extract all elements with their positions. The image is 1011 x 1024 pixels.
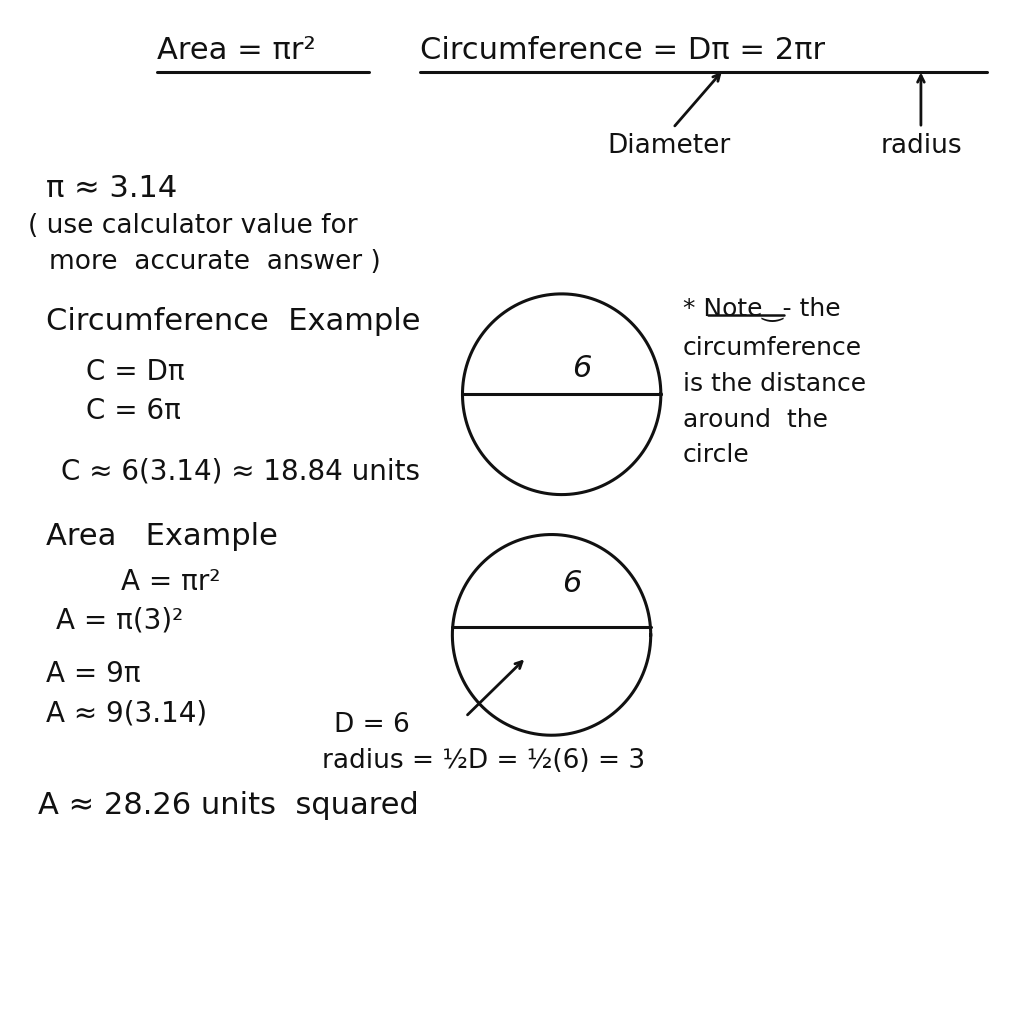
Text: circle: circle bbox=[682, 443, 749, 467]
Text: C ≈ 6(3.14) ≈ 18.84 units: C ≈ 6(3.14) ≈ 18.84 units bbox=[61, 458, 420, 485]
Text: circumference: circumference bbox=[682, 336, 861, 359]
Text: Area = πr²: Area = πr² bbox=[157, 36, 315, 65]
Text: A = π(3)²: A = π(3)² bbox=[56, 606, 183, 634]
Text: radius: radius bbox=[880, 133, 961, 159]
Text: C = Dπ: C = Dπ bbox=[86, 358, 184, 386]
Text: Area   Example: Area Example bbox=[45, 522, 277, 551]
Text: A ≈ 28.26 units  squared: A ≈ 28.26 units squared bbox=[38, 791, 419, 819]
Text: A = πr²: A = πr² bbox=[121, 568, 220, 596]
Text: A ≈ 9(3.14): A ≈ 9(3.14) bbox=[45, 699, 206, 727]
Text: Circumference  Example: Circumference Example bbox=[45, 307, 420, 336]
Text: around  the: around the bbox=[682, 408, 827, 431]
Text: * Note‿- the: * Note‿- the bbox=[682, 297, 840, 322]
Text: D = 6: D = 6 bbox=[334, 712, 409, 737]
Text: radius = ½D = ½(6) = 3: radius = ½D = ½(6) = 3 bbox=[321, 748, 644, 773]
Text: C = 6π: C = 6π bbox=[86, 397, 181, 425]
Text: 6: 6 bbox=[571, 354, 590, 383]
Text: π ≈ 3.14: π ≈ 3.14 bbox=[45, 174, 177, 203]
Text: Circumference = Dπ = 2πr: Circumference = Dπ = 2πr bbox=[420, 36, 824, 65]
Text: is the distance: is the distance bbox=[682, 372, 865, 395]
Text: ( use calculator value for: ( use calculator value for bbox=[28, 213, 358, 239]
Text: 6: 6 bbox=[561, 569, 580, 598]
Text: more  accurate  answer ): more accurate answer ) bbox=[49, 249, 380, 274]
Text: A = 9π: A = 9π bbox=[45, 660, 141, 688]
Text: Diameter: Diameter bbox=[607, 133, 730, 159]
